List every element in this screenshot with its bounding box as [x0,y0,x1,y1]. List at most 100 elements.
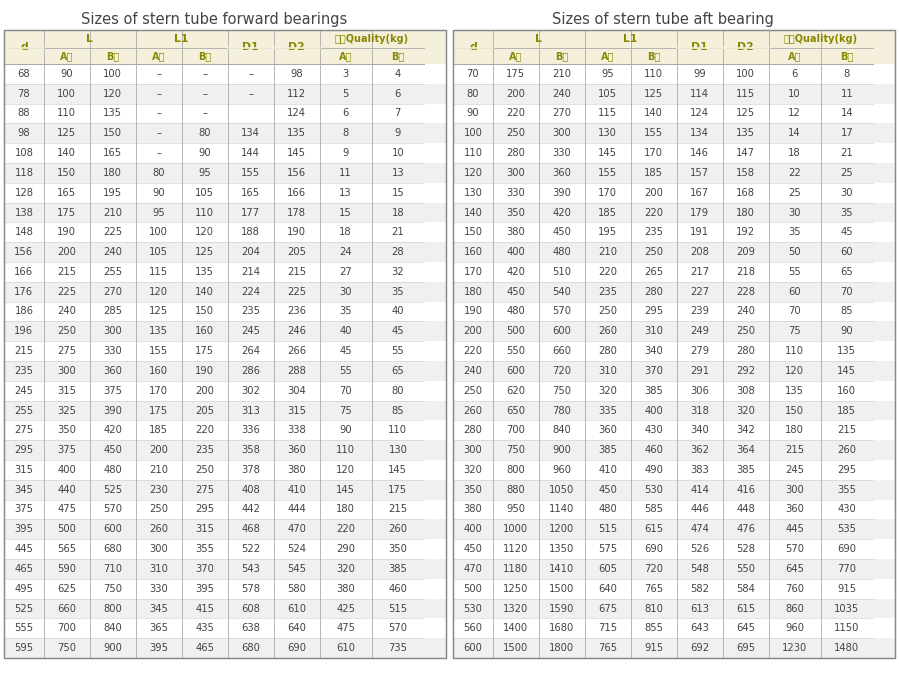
Text: 335: 335 [598,406,617,415]
Text: 90: 90 [467,109,479,118]
Text: 4: 4 [395,69,401,79]
Text: 1230: 1230 [782,643,807,653]
Text: 100: 100 [464,128,483,138]
Text: 140: 140 [195,286,214,297]
Text: 543: 543 [241,564,260,574]
Text: 480: 480 [552,247,571,257]
Text: 385: 385 [598,445,617,455]
Bar [453,342,895,361]
Text: 1250: 1250 [503,583,529,594]
Text: B型: B型 [555,51,568,61]
Text: 279: 279 [690,346,709,356]
Text: 300: 300 [103,326,122,336]
Bar [4,30,446,64]
Text: 35: 35 [841,208,853,217]
Bar [4,618,446,638]
Bar [4,480,446,500]
Text: 625: 625 [58,583,76,594]
Text: 315: 315 [14,465,33,475]
Text: 1480: 1480 [834,643,859,653]
Text: 310: 310 [598,366,617,376]
Text: 204: 204 [241,247,260,257]
Text: 540: 540 [552,286,571,297]
Bar [4,638,446,658]
Text: 285: 285 [103,307,122,316]
Bar [453,163,895,183]
Text: 105: 105 [195,187,214,198]
Text: 525: 525 [14,604,33,613]
Text: 265: 265 [644,267,663,277]
Text: 300: 300 [786,484,804,495]
Text: 235: 235 [14,366,33,376]
Text: 1035: 1035 [834,604,859,613]
Text: 600: 600 [103,524,122,535]
Text: 780: 780 [552,406,571,415]
Text: 150: 150 [463,227,483,237]
Text: 147: 147 [736,148,755,158]
Text: 448: 448 [736,505,755,514]
Text: 355: 355 [837,484,857,495]
Text: 25: 25 [788,187,801,198]
Text: 330: 330 [506,187,525,198]
Text: 78: 78 [18,89,31,99]
Text: 750: 750 [58,643,76,653]
Text: 14: 14 [841,109,853,118]
Text: 470: 470 [287,524,306,535]
Text: 720: 720 [645,564,663,574]
Text: 90: 90 [199,148,211,158]
Text: 90: 90 [339,425,352,436]
Text: 280: 280 [464,425,483,436]
Text: 295: 295 [195,505,214,514]
Text: 530: 530 [645,484,663,495]
Text: 960: 960 [785,623,805,634]
Text: 408: 408 [241,484,260,495]
Text: 135: 135 [149,326,168,336]
Bar [453,539,895,559]
Text: 160: 160 [463,247,483,257]
Text: 15: 15 [339,208,352,217]
Text: –: – [156,128,161,138]
Text: 1150: 1150 [834,623,859,634]
Text: –: – [202,109,207,118]
Text: 595: 595 [14,643,33,653]
Text: 292: 292 [736,366,755,376]
Text: 17: 17 [841,128,853,138]
Bar [4,500,446,519]
Text: 135: 135 [195,267,214,277]
Text: 1140: 1140 [549,505,574,514]
Text: 313: 313 [241,406,260,415]
Text: 414: 414 [690,484,709,495]
Text: 215: 215 [837,425,857,436]
Text: 840: 840 [552,425,571,436]
Bar [453,500,895,519]
Text: 176: 176 [14,286,33,297]
Text: 65: 65 [841,267,853,277]
Text: 125: 125 [644,89,663,99]
Text: 210: 210 [103,208,122,217]
Text: 264: 264 [241,346,260,356]
Text: 340: 340 [690,425,709,436]
Bar [453,262,895,282]
Text: 60: 60 [841,247,853,257]
Text: 770: 770 [837,564,857,574]
Text: 10: 10 [391,148,405,158]
Text: 150: 150 [785,406,805,415]
Text: 315: 315 [195,524,214,535]
Text: 235: 235 [195,445,214,455]
Text: 425: 425 [336,604,355,613]
Text: 302: 302 [241,385,260,396]
Text: –: – [156,69,161,79]
Text: 735: 735 [388,643,407,653]
Text: 124: 124 [287,109,306,118]
Text: 179: 179 [690,208,709,217]
Text: 280: 280 [506,148,525,158]
Text: 260: 260 [149,524,168,535]
Text: 300: 300 [464,445,482,455]
Text: 400: 400 [58,465,76,475]
Text: 120: 120 [103,89,122,99]
Text: 400: 400 [464,524,482,535]
Text: Sizes of stern tube forward bearings: Sizes of stern tube forward bearings [81,12,347,27]
Text: 150: 150 [103,128,122,138]
Bar [4,599,446,618]
Text: 3: 3 [343,69,349,79]
